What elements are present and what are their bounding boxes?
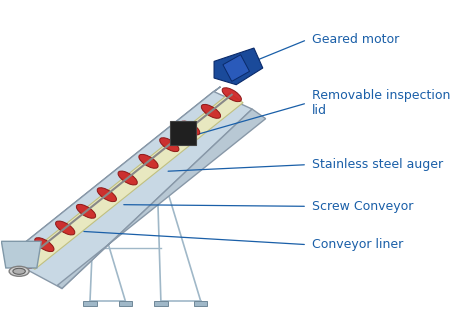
Polygon shape <box>1 241 41 268</box>
Ellipse shape <box>160 138 179 152</box>
Polygon shape <box>214 48 263 85</box>
Ellipse shape <box>201 104 220 118</box>
Polygon shape <box>6 87 220 258</box>
Text: Screw Conveyor: Screw Conveyor <box>311 200 413 213</box>
Polygon shape <box>57 109 265 289</box>
Bar <box>119 301 132 306</box>
Ellipse shape <box>222 88 241 102</box>
Ellipse shape <box>35 238 54 252</box>
Ellipse shape <box>139 154 158 168</box>
Ellipse shape <box>97 188 117 202</box>
Ellipse shape <box>13 268 25 274</box>
Bar <box>83 301 97 306</box>
Polygon shape <box>21 93 243 269</box>
Polygon shape <box>223 55 249 81</box>
Ellipse shape <box>55 221 75 235</box>
Ellipse shape <box>76 204 96 218</box>
Ellipse shape <box>9 266 29 276</box>
Text: Conveyor liner: Conveyor liner <box>311 238 403 251</box>
Ellipse shape <box>181 121 200 135</box>
Text: Geared motor: Geared motor <box>311 33 399 46</box>
Text: Removable inspection
lid: Removable inspection lid <box>311 89 450 117</box>
Bar <box>154 301 167 306</box>
Text: Stainless steel auger: Stainless steel auger <box>311 158 443 171</box>
Polygon shape <box>170 121 196 145</box>
Polygon shape <box>6 91 252 289</box>
Bar <box>194 301 208 306</box>
Ellipse shape <box>14 254 33 268</box>
Ellipse shape <box>118 171 137 185</box>
